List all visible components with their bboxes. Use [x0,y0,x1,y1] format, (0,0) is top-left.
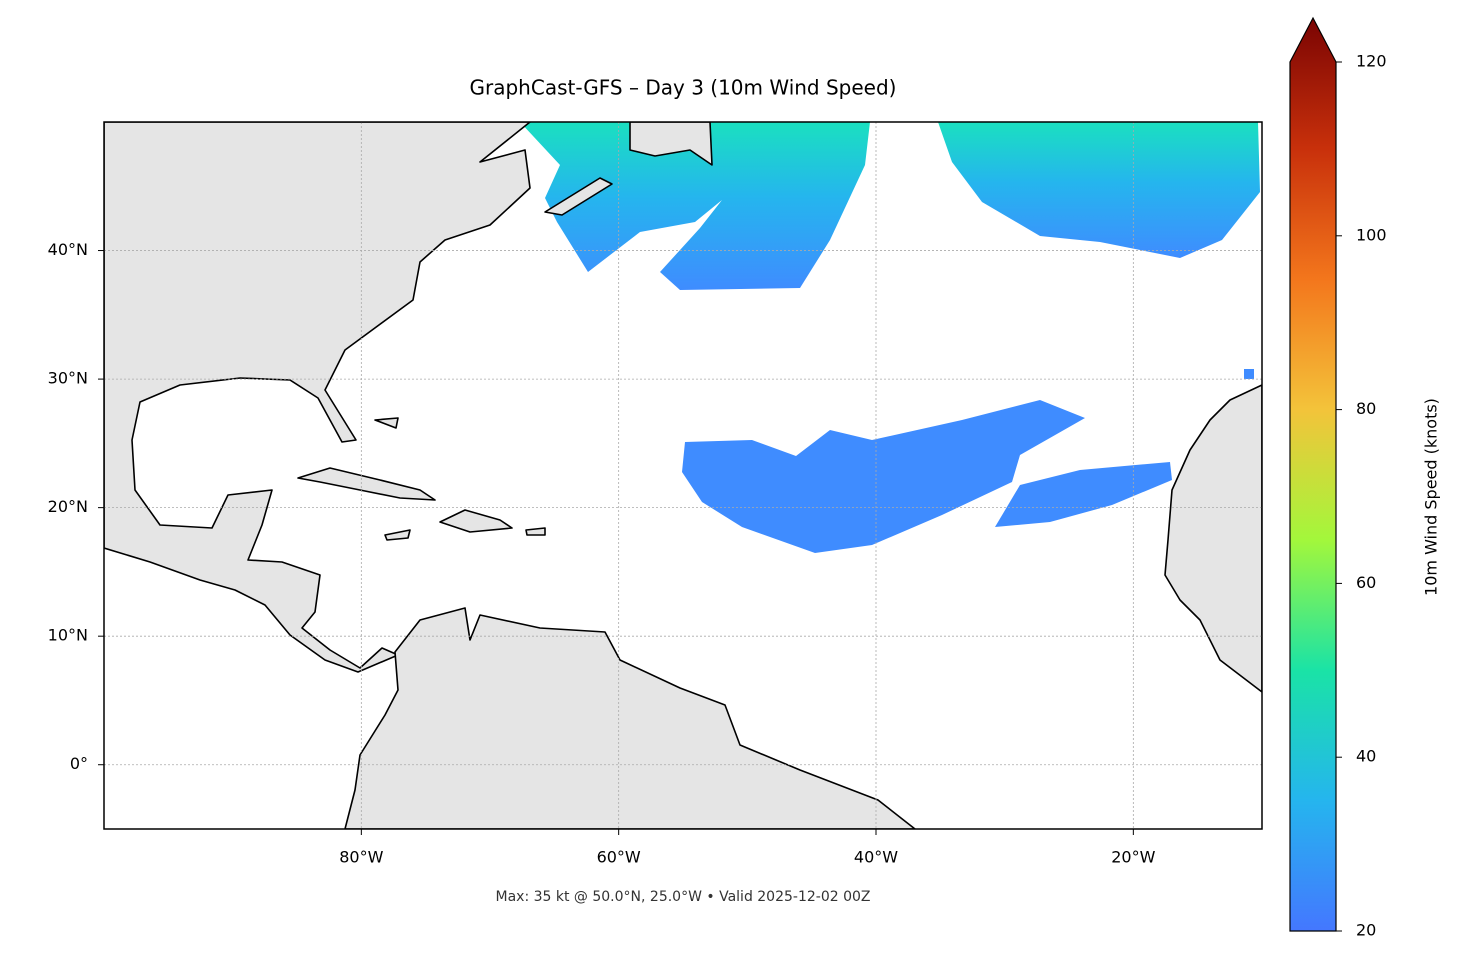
colorbar-tick-label: 100 [1356,225,1387,244]
y-tick-label: 40°N [48,240,88,259]
wind-field [1244,369,1254,379]
x-tick-label: 40°W [854,848,898,867]
land [544,177,613,216]
colorbar-tick-label: 60 [1356,573,1376,592]
wind-field [938,122,1260,258]
wind-field [520,122,870,290]
colorbar-label: 10m Wind Speed (knots) [1422,398,1441,596]
map-area [104,122,1262,829]
land [344,607,916,829]
y-tick-label: 30°N [48,369,88,388]
footer-note: Max: 35 kt @ 50.0°N, 25.0°W • Valid 2025… [496,889,871,905]
y-tick-label: 20°N [48,497,88,516]
land [374,417,399,429]
map-frame [103,121,1263,830]
land [104,122,531,673]
land [525,527,546,536]
x-tick-label: 80°W [339,848,383,867]
wind-field [682,400,1085,553]
colorbar-tick-label: 20 [1356,921,1376,940]
y-tick-label: 10°N [48,626,88,645]
y-tick-label: 0° [70,754,88,773]
wind-field [995,462,1172,527]
x-tick-label: 60°W [597,848,641,867]
colorbar-tick-label: 40 [1356,747,1376,766]
land [439,509,513,533]
land [297,467,436,501]
colorbar-tick-label: 80 [1356,399,1376,418]
chart-title: GraphCast-GFS – Day 3 (10m Wind Speed) [470,76,897,100]
land [1164,384,1262,693]
x-tick-label: 20°W [1111,848,1155,867]
colorbar [1289,16,1337,932]
colorbar-tick-label: 120 [1356,52,1387,71]
land [629,122,713,166]
land [384,529,411,541]
